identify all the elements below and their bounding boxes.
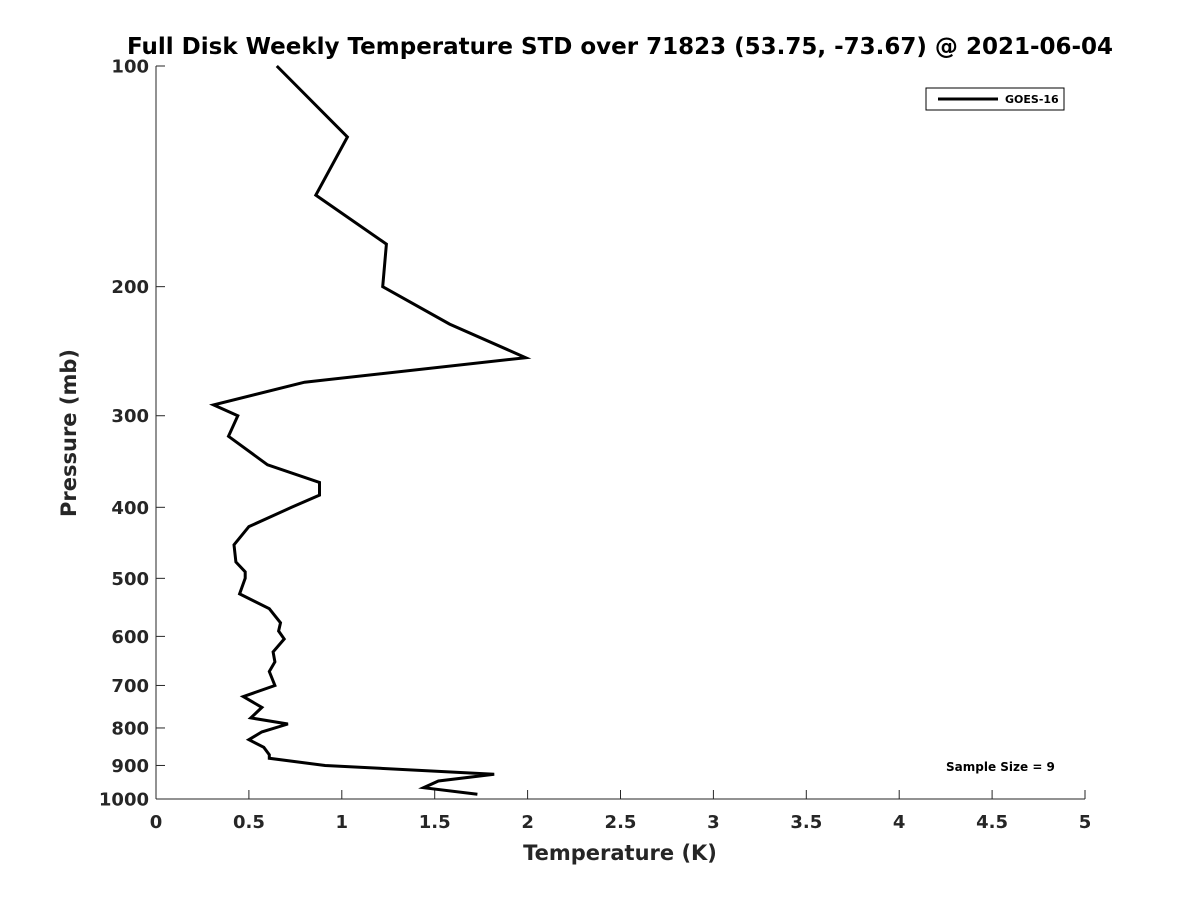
x-tick-label: 3 bbox=[707, 812, 720, 833]
chart-title: Full Disk Weekly Temperature STD over 71… bbox=[127, 34, 1113, 60]
legend: GOES-16 bbox=[925, 87, 1065, 111]
x-tick-label: 0.5 bbox=[233, 812, 265, 833]
y-tick-label: 700 bbox=[111, 676, 149, 697]
plot-area: 0 0.5 1 1.5 2 2.5 3 3.5 4 4.5 5 100 200 300 400 500 600… bbox=[99, 57, 1091, 834]
y-tick-label: 600 bbox=[111, 627, 149, 648]
y-tick-label: 200 bbox=[111, 277, 149, 298]
y-tick-label: 100 bbox=[111, 57, 149, 78]
y-tick-label: 500 bbox=[111, 569, 149, 590]
x-tick-label: 1 bbox=[336, 812, 349, 833]
y-tick-label: 900 bbox=[111, 756, 149, 777]
y-tick-label: 300 bbox=[111, 406, 149, 427]
y-tick-label: 1000 bbox=[99, 790, 149, 811]
x-tick-label: 0 bbox=[150, 812, 163, 833]
y-axis-label: Pressure (mb) bbox=[57, 349, 81, 517]
x-tick-label: 1.5 bbox=[419, 812, 451, 833]
x-tick-label: 2.5 bbox=[605, 812, 637, 833]
x-tick-label: 4.5 bbox=[976, 812, 1008, 833]
legend-entry-goes-16: GOES-16 bbox=[1005, 93, 1059, 106]
x-tick-label: 4 bbox=[893, 812, 906, 833]
x-axis-label: Temperature (K) bbox=[523, 841, 717, 865]
x-ticks: 0 0.5 1 1.5 2 2.5 3 3.5 4 4.5 5 bbox=[150, 790, 1092, 833]
x-tick-label: 3.5 bbox=[790, 812, 822, 833]
sample-size-annotation: Sample Size = 9 bbox=[946, 760, 1055, 774]
y-ticks: 100 200 300 400 500 600 700 800 900 1000 bbox=[99, 57, 165, 811]
x-tick-label: 2 bbox=[521, 812, 534, 833]
x-tick-label: 5 bbox=[1079, 812, 1092, 833]
y-tick-label: 800 bbox=[111, 718, 149, 739]
series-layer bbox=[209, 64, 532, 796]
series-line-goes-16 bbox=[209, 64, 532, 796]
y-tick-label: 400 bbox=[111, 498, 149, 519]
